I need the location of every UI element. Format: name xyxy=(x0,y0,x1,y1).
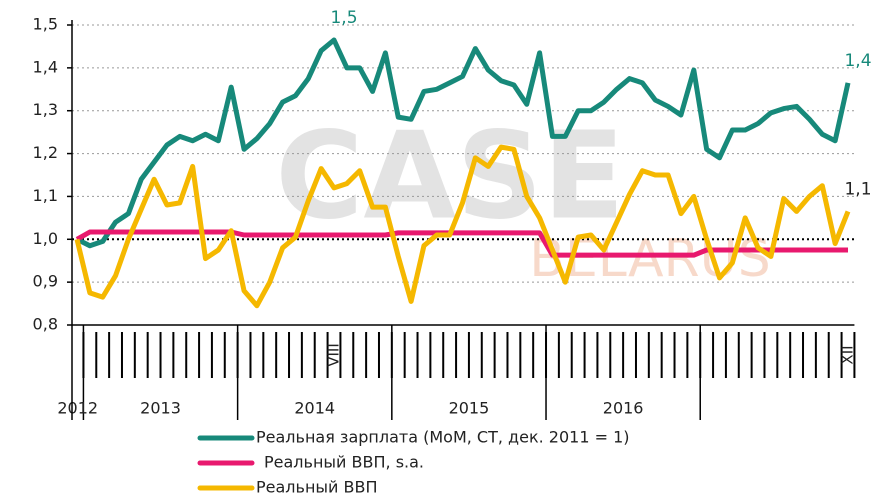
y-tick-label: 1,5 xyxy=(33,15,58,34)
series-line xyxy=(75,229,848,258)
series-line xyxy=(74,144,851,309)
y-tick-label: 0,8 xyxy=(33,315,58,334)
y-tick-label: 1,3 xyxy=(33,100,58,119)
year-label: 2016 xyxy=(603,399,644,418)
y-tick-label: 0,9 xyxy=(33,272,58,291)
y-tick-label: 1,4 xyxy=(33,57,58,76)
legend-label: Реальная зарплата (MoM, CT, дек. 2011 = … xyxy=(256,428,630,447)
x-tick-label: VIII xyxy=(325,343,343,367)
value-label: 1,1 xyxy=(844,179,871,199)
legend-label: Реальный ВВП, s.a. xyxy=(264,453,424,472)
y-tick-label: 1,1 xyxy=(33,186,58,205)
x-tick-label: XII xyxy=(839,345,857,364)
year-label: 2012 xyxy=(57,399,98,418)
year-label: 2013 xyxy=(140,399,181,418)
legend-label: Реальный ВВП xyxy=(256,478,378,497)
year-label: 2014 xyxy=(294,399,335,418)
y-tick-label: 1,0 xyxy=(33,229,58,248)
value-label: 1,5 xyxy=(330,8,357,28)
series-line xyxy=(75,37,851,249)
year-label: 2015 xyxy=(449,399,490,418)
y-tick-label: 1,2 xyxy=(33,143,58,162)
value-label: 1,4 xyxy=(844,51,871,71)
